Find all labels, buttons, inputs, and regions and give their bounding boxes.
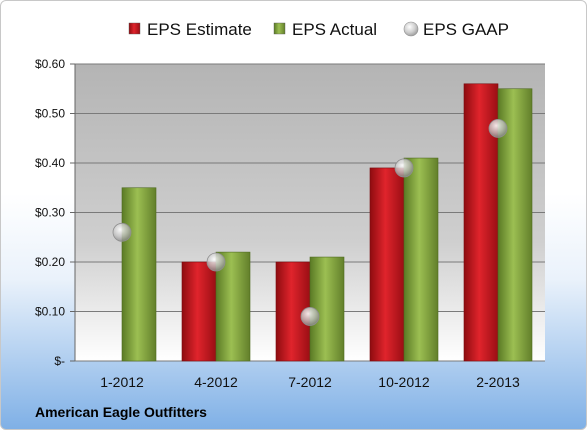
legend-swatch	[273, 22, 286, 35]
marker-eps-gaap	[394, 158, 414, 178]
x-category-label: 10-2012	[378, 374, 430, 390]
x-category-label: 1-2012	[100, 374, 144, 390]
bar-eps-actual	[309, 256, 345, 362]
marker-eps-gaap	[488, 118, 508, 138]
legend-label: EPS GAAP	[423, 20, 509, 39]
marker-eps-gaap	[300, 307, 320, 326]
x-category-label: 7-2012	[288, 374, 332, 390]
gaap-markers	[112, 118, 508, 326]
marker-eps-gaap	[206, 252, 226, 272]
y-tick-label: $0.10	[35, 305, 65, 319]
y-tick-label: $0.20	[35, 255, 65, 269]
bar-eps-estimate	[181, 261, 217, 362]
x-category-label: 4-2012	[194, 374, 238, 390]
legend-label: EPS Estimate	[147, 20, 252, 39]
bar-eps-actual	[215, 251, 251, 362]
legend-label: EPS Actual	[292, 20, 377, 39]
x-category-label: 2-2013	[476, 374, 520, 390]
legend-swatch	[403, 21, 419, 37]
y-axis-ticks: $- $0.10 $0.20 $0.30 $0.40 $0.50 $0.60	[35, 57, 65, 368]
bar-eps-actual	[403, 157, 439, 362]
y-tick-label: $0.30	[35, 206, 65, 220]
legend-swatch	[128, 22, 141, 35]
x-axis-categories: 1-2012 4-2012 7-2012 10-2012 2-2013	[100, 374, 520, 390]
bar-eps-actual	[121, 187, 157, 362]
marker-eps-gaap	[112, 222, 132, 242]
company-name: American Eagle Outfitters	[35, 404, 207, 420]
y-tick-label: $0.50	[35, 107, 65, 121]
bar-eps-estimate	[369, 167, 405, 362]
y-tick-label: $0.60	[35, 57, 65, 71]
y-tick-label: $-	[54, 354, 65, 368]
legend: EPS Estimate EPS Actual EPS GAAP	[128, 20, 509, 39]
y-tick-label: $0.40	[35, 156, 65, 170]
